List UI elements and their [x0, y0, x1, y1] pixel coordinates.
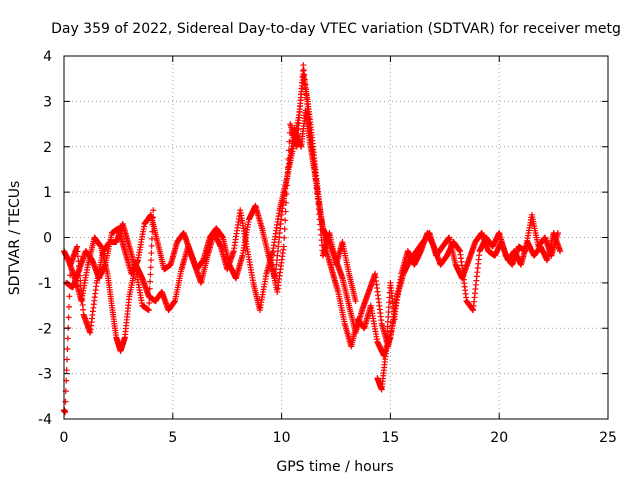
data-point-marker	[296, 108, 303, 115]
data-point-marker	[280, 243, 287, 250]
data-point-marker	[557, 248, 564, 255]
axis-ticks	[63, 55, 609, 420]
data-point-marker	[146, 292, 153, 299]
data-point-marker	[149, 214, 156, 221]
data-point-marker	[146, 285, 153, 292]
x-tick-label: 10	[273, 430, 291, 446]
data-point-marker	[299, 67, 306, 74]
data-point-marker	[62, 409, 69, 416]
data-point-marker	[62, 398, 69, 405]
data-point-marker	[64, 356, 71, 363]
y-axis-label: SDTVAR / TECUs	[7, 181, 23, 296]
data-point-marker	[282, 208, 289, 215]
data-point-marker	[147, 278, 154, 285]
data-point-marker	[296, 114, 303, 121]
y-tick-label: 1	[43, 185, 52, 201]
data-point-marker	[313, 180, 320, 187]
y-tick-label: 2	[43, 140, 52, 156]
data-point-marker	[146, 299, 153, 306]
data-point-marker	[147, 271, 154, 278]
y-tick-label: 3	[43, 94, 52, 110]
data-point-marker	[148, 242, 155, 249]
data-point-marker	[150, 207, 157, 214]
data-point-marker	[315, 205, 322, 212]
data-point-marker	[318, 231, 325, 238]
data-point-marker	[297, 102, 304, 109]
data-point-marker	[148, 257, 155, 264]
data-point-marker	[67, 272, 74, 279]
data-point-marker	[317, 221, 324, 228]
data-point-marker	[145, 307, 152, 314]
data-point-marker	[316, 216, 323, 223]
x-axis-label: GPS time / hours	[276, 459, 393, 475]
data-point-marker	[63, 367, 70, 374]
y-tick-label: 0	[43, 231, 52, 247]
data-point-marker	[285, 156, 292, 163]
data-point-marker	[282, 217, 289, 224]
data-point-marker	[298, 79, 305, 86]
series-group	[61, 71, 564, 359]
data-point-marker	[295, 120, 302, 127]
data-point-marker	[283, 199, 290, 206]
data-point-marker	[281, 226, 288, 233]
y-tick-label: -2	[38, 321, 52, 337]
chart-title: Day 359 of 2022, Sidereal Day-to-day VTE…	[51, 21, 621, 37]
data-point-marker	[317, 226, 324, 233]
x-tick-label: 5	[168, 430, 177, 446]
data-point-marker	[286, 138, 293, 145]
data-point-marker	[66, 293, 73, 300]
data-point-marker	[391, 316, 398, 323]
data-point-marker	[298, 85, 305, 92]
data-point-marker	[149, 221, 156, 228]
grid	[64, 56, 608, 419]
data-point-marker	[64, 335, 71, 342]
data-point-marker	[284, 182, 291, 189]
data-point-marker	[293, 143, 300, 150]
data-point-marker	[314, 190, 321, 197]
data-point-marker	[294, 137, 301, 144]
y-tick-label: -3	[38, 367, 52, 383]
data-point-marker	[64, 345, 71, 352]
data-point-marker	[285, 147, 292, 154]
data-point-marker	[149, 228, 156, 235]
data-point-marker	[148, 235, 155, 242]
data-point-marker	[298, 91, 305, 98]
data-point-marker	[284, 173, 291, 180]
data-point-marker	[554, 229, 561, 236]
y-tick-label: -1	[38, 276, 52, 292]
x-tick-label: 0	[60, 430, 69, 446]
data-point-marker	[65, 314, 72, 321]
data-points	[61, 62, 564, 416]
data-point-marker	[283, 191, 290, 198]
data-point-marker	[316, 211, 323, 218]
data-point-marker	[313, 185, 320, 192]
x-tick-label: 15	[381, 430, 399, 446]
x-tick-label: 25	[599, 430, 617, 446]
data-point-marker	[284, 164, 291, 171]
data-point-marker	[314, 195, 321, 202]
data-point-marker	[147, 264, 154, 271]
data-point-marker	[66, 282, 73, 289]
y-tick-label: -4	[38, 412, 52, 428]
x-tick-label: 20	[490, 430, 508, 446]
data-point-marker	[294, 132, 301, 139]
data-point-marker	[297, 97, 304, 104]
y-tick-label: 4	[43, 49, 52, 65]
data-point-marker	[315, 200, 322, 207]
data-point-marker	[319, 242, 326, 249]
data-point-marker	[352, 298, 359, 305]
data-point-marker	[281, 234, 288, 241]
series-group	[61, 62, 398, 416]
data-point-marker	[148, 250, 155, 257]
data-point-marker	[318, 237, 325, 244]
tick-labels: 0 5 10 15 20 25 -4 -3 -2 -1 0 1 2 3 4	[38, 49, 617, 446]
data-point-marker	[65, 303, 72, 310]
data-point-marker	[295, 126, 302, 133]
